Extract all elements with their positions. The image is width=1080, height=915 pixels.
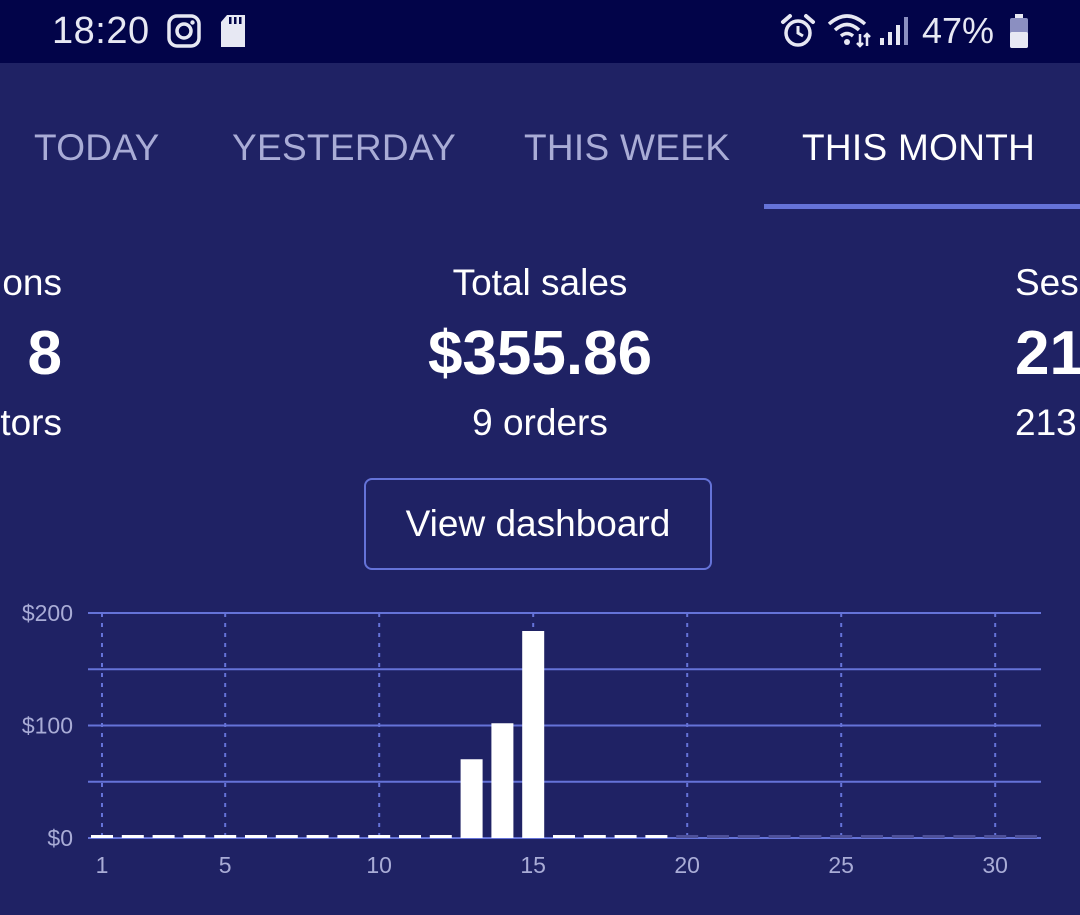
wifi-icon <box>827 12 871 53</box>
chart-bar <box>91 835 113 838</box>
chart-bar <box>306 835 329 838</box>
total-sales-value: $355.86 <box>427 319 653 388</box>
chart-bar <box>245 835 267 838</box>
chart-bar <box>1015 835 1037 838</box>
tab-yesterday[interactable]: YESTERDAY <box>232 127 457 168</box>
chart-bar <box>737 835 760 838</box>
chart-bar <box>799 835 822 838</box>
chart-bar <box>922 835 945 838</box>
chart-bar <box>614 835 637 838</box>
chart-bar <box>891 835 914 838</box>
period-tabs: TODAY YESTERDAY THIS WEEK THIS MONTH <box>0 63 1080 210</box>
stat-left-label: ons <box>2 262 62 303</box>
signal-icon <box>878 14 910 51</box>
chart-bar <box>275 835 298 838</box>
chart-bar <box>337 835 360 838</box>
chart-bar <box>429 835 452 838</box>
chart-bar <box>645 835 668 838</box>
y-tick-label: $0 <box>47 825 73 851</box>
chart-bar <box>214 835 237 838</box>
view-dashboard-button[interactable]: View dashboard <box>364 478 712 570</box>
chart-bar <box>399 835 421 838</box>
x-tick-label: 10 <box>366 852 392 878</box>
sales-chart: $200$100$01 5 10 15 20 25 30 <box>22 600 1041 878</box>
stat-left-value: 8 <box>27 319 62 388</box>
chart-bar <box>152 835 175 838</box>
chart-bar <box>522 631 545 838</box>
orders-count: 9 orders <box>472 402 608 443</box>
chart-bar <box>830 835 853 838</box>
chart-bar <box>984 835 1007 838</box>
stat-right-value: 21 <box>1015 319 1080 388</box>
instagram-icon <box>167 14 201 53</box>
x-tick-label: 20 <box>674 852 700 878</box>
battery-percent: 47% <box>922 10 995 51</box>
alarm-icon <box>780 13 816 54</box>
y-tick-label: $200 <box>22 600 73 626</box>
chart-bar <box>953 835 976 838</box>
stat-left-sub: tors <box>0 402 62 443</box>
x-tick-label: 1 <box>96 852 109 878</box>
chart-bar <box>583 835 606 838</box>
status-bar: 18:20 <box>0 0 1080 63</box>
chart-bar <box>121 835 144 838</box>
sd-card-icon <box>220 14 246 53</box>
x-tick-label: 15 <box>520 852 546 878</box>
tab-this-month[interactable]: THIS MONTH <box>802 127 1036 168</box>
active-tab-indicator <box>764 204 1080 209</box>
chart-bar <box>368 835 391 838</box>
x-tick-label: 5 <box>219 852 232 878</box>
stat-right-sub: 213 <box>1015 402 1077 443</box>
total-sales-label: Total sales <box>452 262 628 303</box>
chart-bar <box>183 835 206 838</box>
tab-this-week[interactable]: THIS WEEK <box>524 127 731 168</box>
x-tick-label: 30 <box>982 852 1008 878</box>
chart-bar <box>861 835 883 838</box>
chart-bar <box>676 835 699 838</box>
chart-bar <box>707 835 729 838</box>
chart-bar <box>491 723 514 838</box>
chart-bar <box>768 835 791 838</box>
tab-today[interactable]: TODAY <box>34 127 160 168</box>
stat-right-label: Ses <box>1015 262 1079 303</box>
battery-icon <box>1008 13 1030 54</box>
y-tick-label: $100 <box>22 713 73 739</box>
x-tick-label: 25 <box>828 852 854 878</box>
chart-bar <box>460 759 483 838</box>
chart-bar <box>553 835 575 838</box>
status-time: 18:20 <box>52 10 150 52</box>
